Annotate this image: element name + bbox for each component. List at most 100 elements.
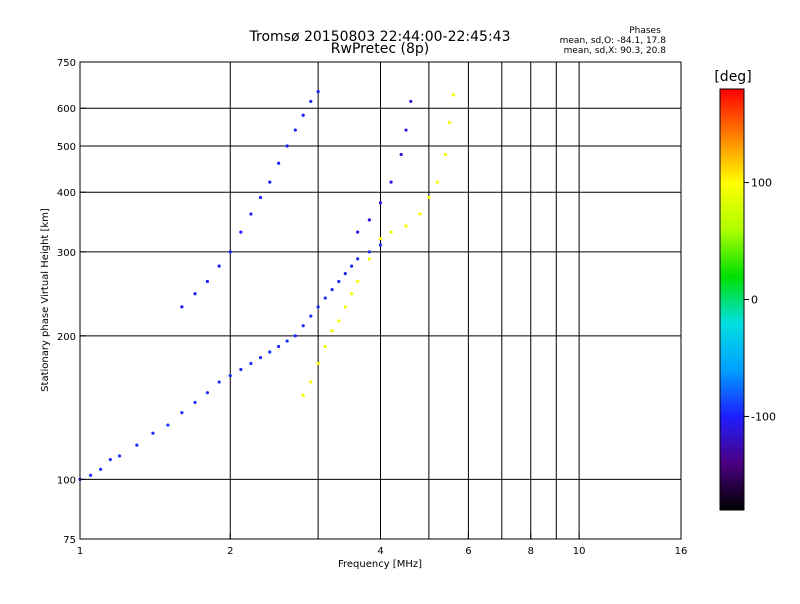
data-point xyxy=(217,264,221,268)
x-tick-label: 4 xyxy=(377,546,383,557)
data-point xyxy=(404,224,408,228)
data-point xyxy=(367,218,371,222)
data-point xyxy=(389,180,393,184)
y-tick-label: 200 xyxy=(57,332,76,343)
phase-stats-header: Phases xyxy=(629,26,661,36)
data-point xyxy=(228,374,232,378)
data-point xyxy=(228,250,232,254)
y-tick-label: 400 xyxy=(57,188,76,199)
data-point xyxy=(205,279,210,284)
data-point xyxy=(239,367,243,372)
phase-stats: Phases mean, sd,O: -84.1, 17.8 mean, sd,… xyxy=(560,26,667,56)
data-point xyxy=(193,292,197,296)
data-point xyxy=(323,344,327,349)
data-point xyxy=(356,257,360,261)
chart-subtitle: RwPretec (8p) xyxy=(331,41,429,57)
data-point xyxy=(316,305,320,309)
colorbar-tick-label: -100 xyxy=(751,410,776,423)
colorbar-gradient xyxy=(720,89,744,510)
x-tick-label: 10 xyxy=(573,546,586,557)
data-point xyxy=(343,305,347,309)
data-point xyxy=(343,272,347,276)
data-point xyxy=(435,180,439,184)
data-point xyxy=(277,161,281,165)
data-point xyxy=(166,423,170,427)
data-point xyxy=(99,467,103,471)
data-point xyxy=(117,454,122,458)
y-tick-label: 500 xyxy=(57,142,76,153)
data-point xyxy=(268,180,272,184)
y-tick-label: 750 xyxy=(57,58,76,69)
data-point xyxy=(301,324,305,328)
data-point xyxy=(135,443,139,447)
data-point xyxy=(285,144,289,148)
y-tick-label: 300 xyxy=(57,248,76,259)
data-point xyxy=(309,99,313,104)
data-point xyxy=(309,314,313,318)
x-tick-label: 16 xyxy=(675,546,688,557)
data-point xyxy=(108,458,112,462)
data-point xyxy=(367,257,371,261)
data-point xyxy=(258,195,263,200)
data-point xyxy=(349,264,354,268)
data-point xyxy=(193,400,197,405)
data-point xyxy=(447,120,452,125)
data-point xyxy=(316,361,320,366)
phase-stats-o: mean, sd,O: -84.1, 17.8 xyxy=(560,36,667,46)
data-point xyxy=(268,350,272,354)
data-point xyxy=(378,243,383,247)
data-point xyxy=(349,292,354,296)
data-point xyxy=(330,329,334,333)
data-point xyxy=(356,279,360,284)
phase-stats-x: mean, sd,X: 90.3, 20.8 xyxy=(564,46,667,56)
data-point xyxy=(404,128,408,132)
y-tick-label: 100 xyxy=(57,475,76,486)
x-tick-label: 2 xyxy=(227,546,233,557)
phase-colorbar: [deg] 100 0 -100 xyxy=(714,69,776,511)
data-point xyxy=(418,212,422,216)
data-point xyxy=(356,230,360,234)
data-point xyxy=(323,296,327,300)
x-tick-label: 1 xyxy=(77,546,83,557)
x-axis-ticks: 1 2 4 6 8 10 16 xyxy=(77,533,688,557)
colorbar-label: [deg] xyxy=(714,69,751,85)
data-point xyxy=(88,473,93,477)
data-point xyxy=(277,344,281,349)
data-point xyxy=(285,339,289,343)
data-point xyxy=(451,93,456,97)
colorbar-tick-label: 100 xyxy=(751,177,772,190)
data-point xyxy=(249,212,253,216)
data-point xyxy=(301,113,305,117)
data-point xyxy=(217,380,221,384)
data-point xyxy=(427,195,431,200)
data-point xyxy=(337,279,341,284)
data-point xyxy=(378,236,383,241)
data-points xyxy=(78,90,456,482)
y-axis-label: Stationary phase Virtual Height [km] xyxy=(40,208,51,392)
data-point xyxy=(239,230,243,234)
data-point xyxy=(180,411,184,415)
x-axis-label: Frequency [MHz] xyxy=(338,559,422,570)
data-point xyxy=(378,201,383,205)
data-point xyxy=(293,334,297,338)
y-tick-label: 600 xyxy=(57,104,76,115)
data-point xyxy=(151,431,155,435)
data-point xyxy=(367,250,371,254)
x-tick-label: 6 xyxy=(465,546,471,557)
data-point xyxy=(180,305,184,309)
grid-lines xyxy=(80,62,681,539)
chart-title: Tromsø 20150803 22:44:00-22:45:43 xyxy=(249,29,511,45)
y-axis-ticks: 75 100 200 300 400 500 600 750 xyxy=(57,58,86,546)
data-point xyxy=(443,152,448,157)
x-tick-label: 8 xyxy=(528,546,534,557)
data-point xyxy=(399,152,403,157)
data-point xyxy=(316,90,320,94)
data-point xyxy=(301,393,305,398)
y-tick-label: 75 xyxy=(63,535,76,546)
data-point xyxy=(205,391,210,395)
data-point xyxy=(409,99,413,104)
data-point xyxy=(389,230,393,234)
data-point xyxy=(249,361,253,366)
colorbar-tick-label: 0 xyxy=(751,294,758,307)
